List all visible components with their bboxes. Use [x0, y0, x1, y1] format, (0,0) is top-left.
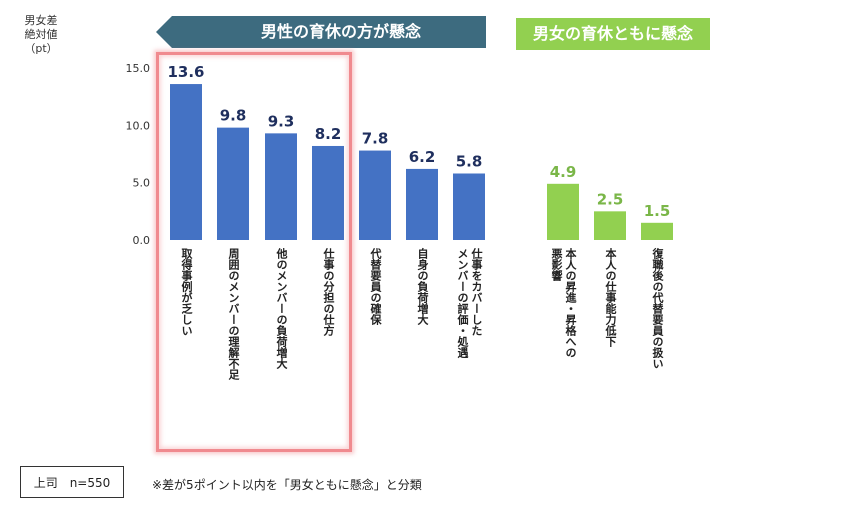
- bar-9: [594, 211, 626, 240]
- category-label-8-col-2: 悪影響: [550, 248, 563, 281]
- bar-5: [359, 150, 391, 240]
- bar-4: [312, 145, 344, 240]
- data-label-5: 7.8: [362, 130, 389, 148]
- y-tick-label: 15.0: [126, 62, 151, 75]
- category-label-5: 代替要員の確保: [369, 248, 382, 325]
- male-concern-banner: 男性の育休の方が懸念: [156, 16, 486, 48]
- y-axis-label-line-2: 絶対値: [24, 28, 58, 41]
- footnote: ※差が5ポイント以内を「男女ともに懸念」と分類: [152, 478, 422, 492]
- y-axis-label-line-1: 男女差: [24, 14, 58, 27]
- bar-3: [265, 133, 297, 240]
- data-label-4: 8.2: [315, 125, 342, 143]
- category-label-7-col-1: 仕事をカバーした: [470, 248, 483, 336]
- bar-8: [547, 183, 579, 240]
- data-label-9: 2.5: [597, 190, 624, 208]
- bar-1: [170, 84, 202, 240]
- bar-7: [453, 173, 485, 240]
- male-concern-banner-text: 男性の育休の方が懸念: [260, 22, 421, 41]
- data-label-6: 6.2: [409, 148, 436, 166]
- data-label-2: 9.8: [220, 107, 247, 125]
- y-tick-label: 0.0: [133, 234, 151, 247]
- bar-6: [406, 168, 438, 240]
- data-label-10: 1.5: [644, 202, 671, 220]
- both-concern-banner: 男女の育休ともに懸念: [516, 18, 710, 50]
- category-label-9: 本人の仕事能力低下: [604, 248, 617, 347]
- y-tick-label: 5.0: [133, 177, 151, 190]
- category-label-1: 取得事例が乏しい: [180, 248, 193, 336]
- category-label-4: 仕事の分担の仕方: [322, 248, 335, 336]
- male-top-highlight-box: [156, 52, 352, 452]
- bar-10: [641, 222, 673, 240]
- sample-size-box: 上司 n=550: [20, 466, 124, 498]
- category-label-8-col-1: 本人の昇進・昇格への: [564, 248, 577, 358]
- y-tick-label: 10.0: [126, 119, 151, 132]
- y-axis-label-line-3: （pt）: [24, 42, 58, 55]
- category-label-6: 自身の負荷増大: [416, 248, 429, 325]
- data-label-3: 9.3: [268, 112, 295, 130]
- data-label-1: 13.6: [167, 63, 204, 81]
- data-label-7: 5.8: [456, 152, 483, 170]
- left-arrow-icon: [156, 16, 486, 48]
- category-label-3: 他のメンバーの負荷増大: [275, 248, 288, 369]
- data-label-8: 4.9: [550, 163, 577, 181]
- y-axis-label: 男女差 絶対値 （pt）: [4, 14, 78, 56]
- category-label-10: 復職後の代替要員の扱い: [651, 248, 664, 369]
- bar-2: [217, 127, 249, 240]
- category-label-2: 周囲のメンバーの理解不足: [227, 248, 240, 380]
- category-label-7-col-2: メンバーの評価・処遇: [456, 248, 469, 358]
